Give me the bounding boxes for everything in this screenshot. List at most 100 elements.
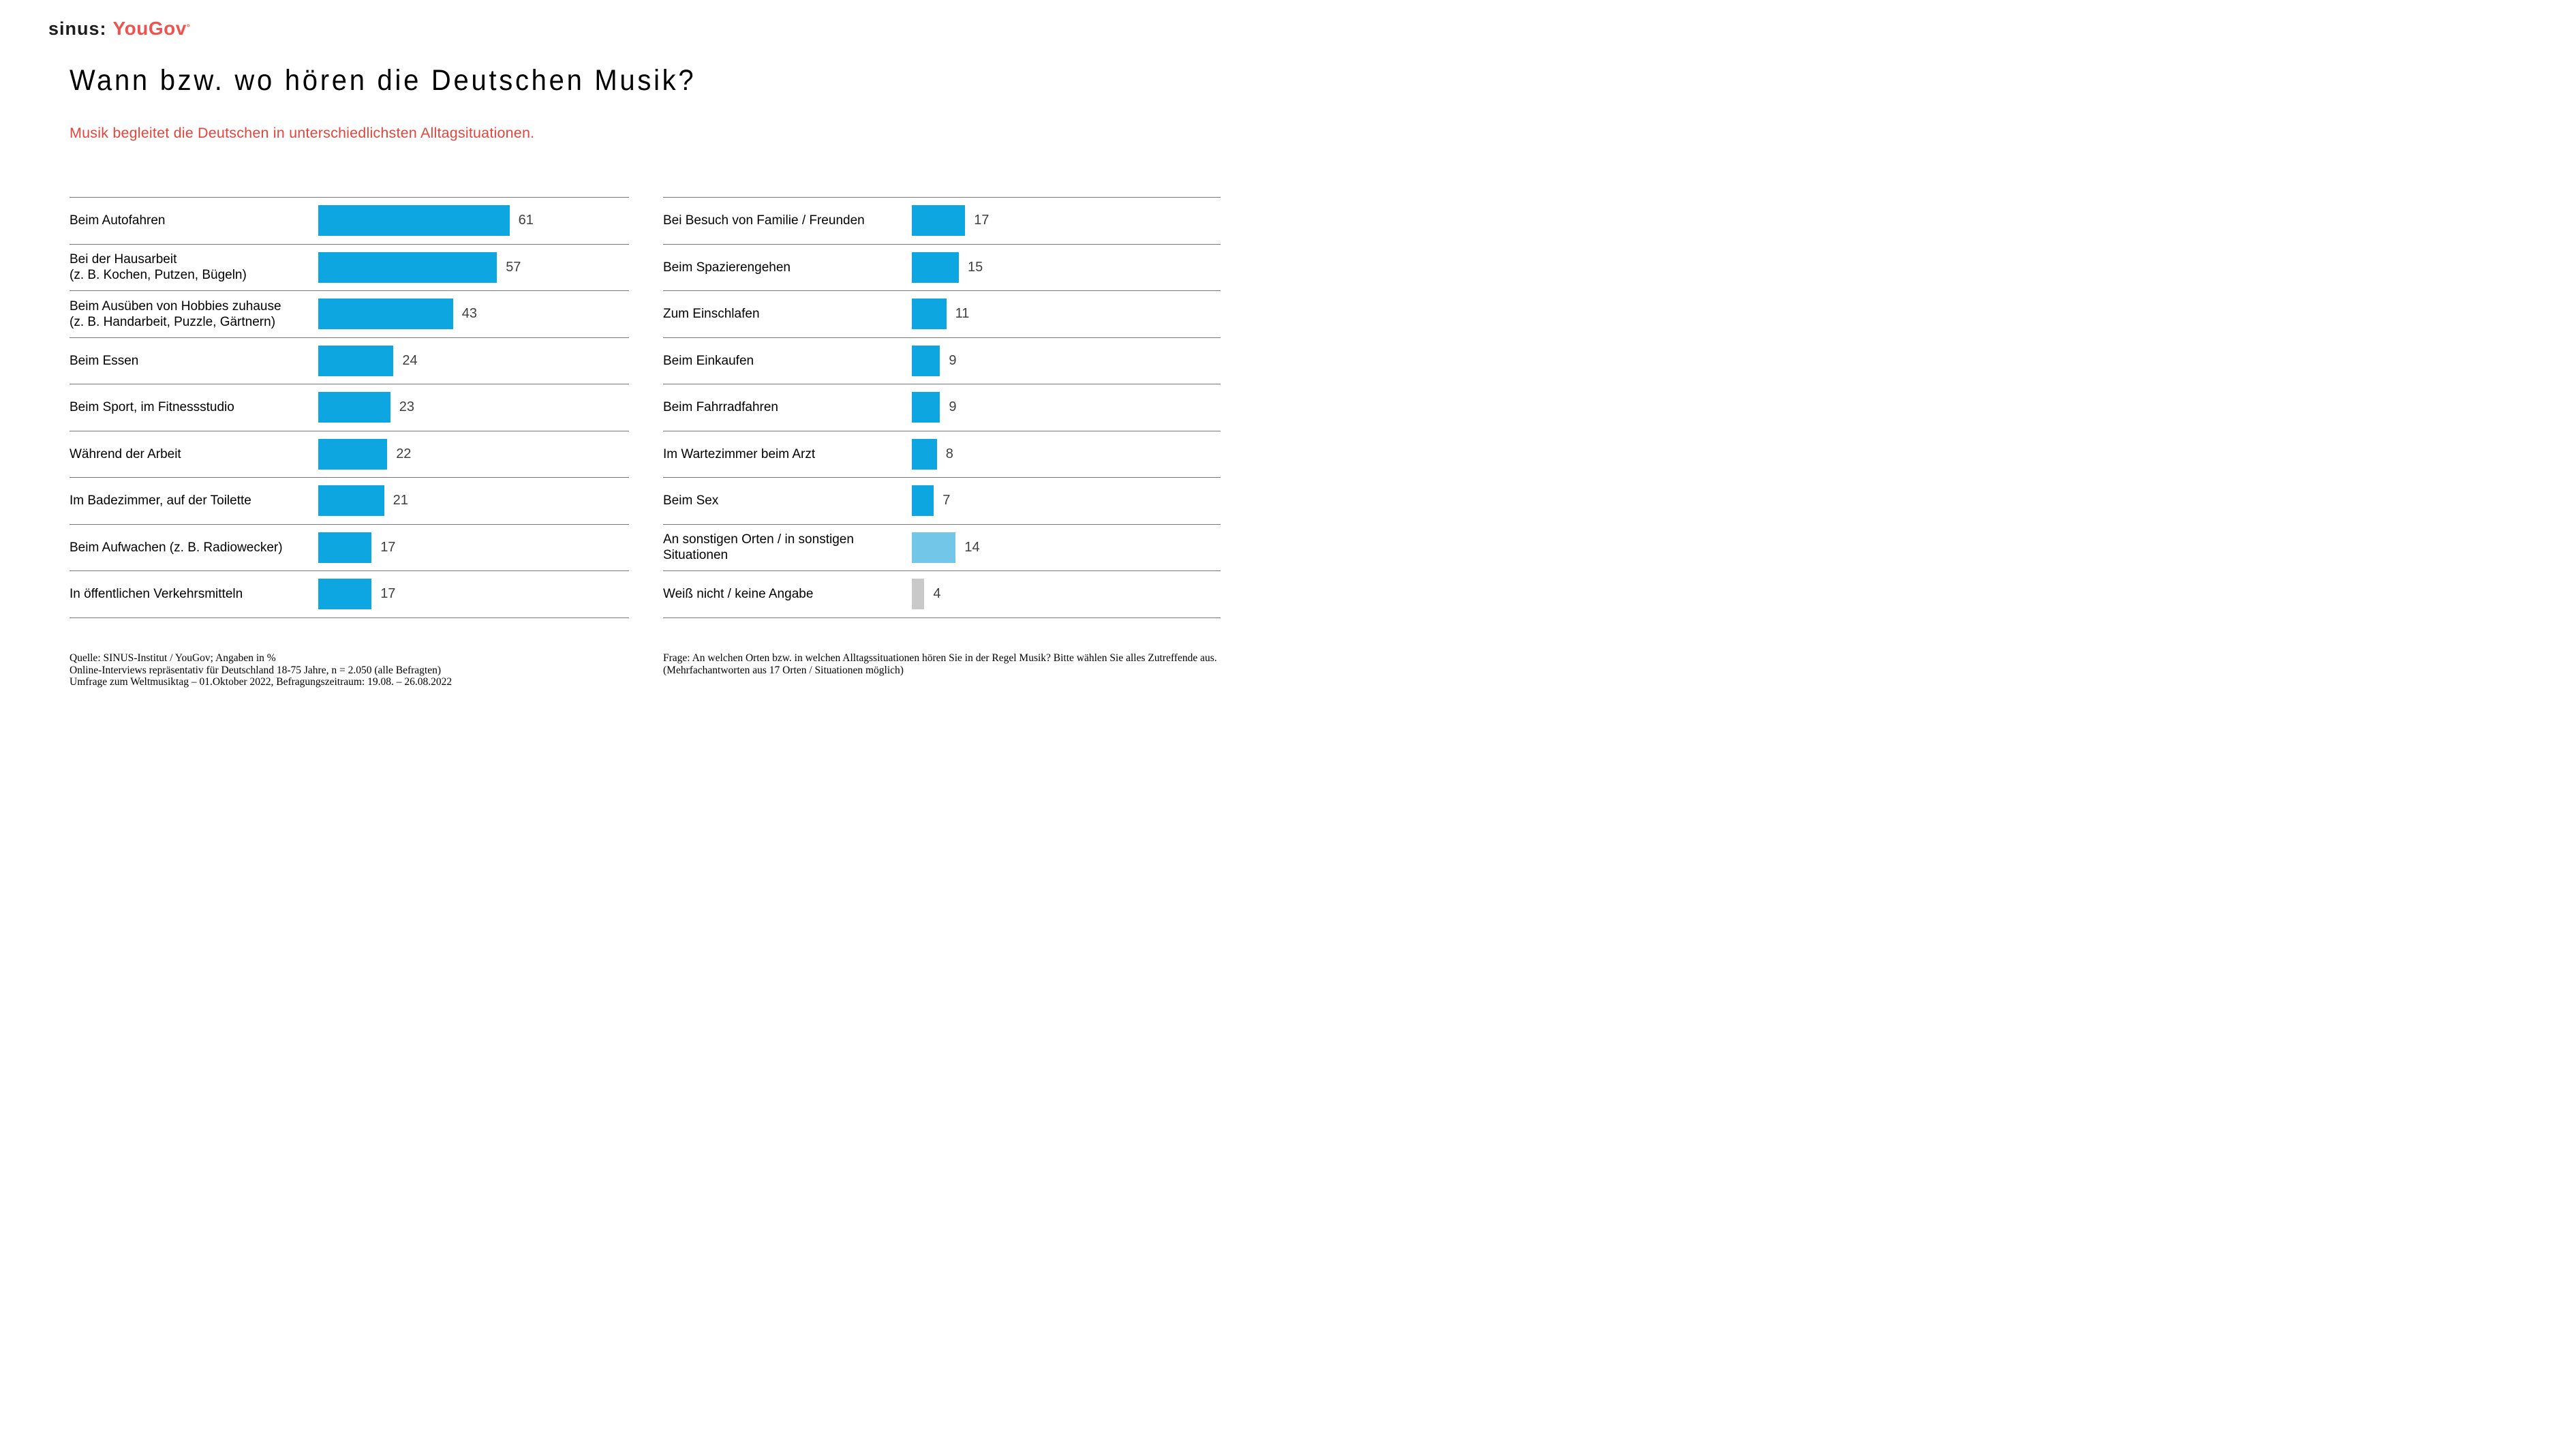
table-row: Beim Spazierengehen 15 [663, 243, 1221, 291]
bar-area: 9 [912, 384, 1221, 431]
value-label: 23 [399, 399, 415, 415]
table-row: Beim Aufwachen (z. B. Radiowecker) 17 [70, 523, 629, 571]
bar-area: 9 [912, 338, 1221, 384]
row-label: Bei Besuch von Familie / Freunden [663, 213, 865, 228]
source-line: Quelle: SINUS-Institut / YouGov; Angaben… [70, 652, 276, 664]
value-label: 11 [955, 306, 970, 322]
bar [912, 485, 934, 517]
bar [912, 579, 925, 610]
value-label: 57 [506, 259, 521, 275]
bar [318, 392, 390, 423]
logo: sinus: YouGov° [48, 18, 190, 40]
infographic-page: sinus: YouGov° Wann bzw. wo hören die Deu… [0, 0, 1288, 724]
bar-area: 61 [318, 198, 629, 244]
bar-area: 7 [912, 478, 1221, 524]
table-row: Im Badezimmer, auf der Toilette 21 [70, 477, 629, 524]
row-label: Beim Spazierengehen [663, 260, 791, 275]
bar-area: 21 [318, 478, 629, 524]
table-row: An sonstigen Orten / in sonstigen Situat… [663, 523, 1221, 571]
bar [912, 251, 959, 283]
row-label: Beim Fahrradfahren [663, 400, 778, 415]
row-label: Beim Sport, im Fitnessstudio [70, 400, 234, 415]
bar-area: 17 [318, 525, 629, 571]
question-note: Frage: An welchen Orten bzw. in welchen … [663, 652, 1217, 676]
source-line: Umfrage zum Weltmusiktag – 01.Oktober 20… [70, 676, 453, 688]
table-row: Beim Fahrradfahren 9 [663, 384, 1221, 431]
bar-area: 17 [912, 198, 1221, 244]
bar [318, 205, 510, 237]
page-subtitle: Musik begleitet die Deutschen in untersc… [70, 125, 535, 141]
row-label: Im Wartezimmer beim Arzt [663, 446, 816, 461]
bar [318, 485, 384, 517]
table-row: Während der Arbeit 22 [70, 430, 629, 478]
row-label: Im Badezimmer, auf der Toilette [70, 493, 251, 508]
value-label: 17 [380, 539, 396, 555]
bar-area: 43 [318, 291, 629, 337]
row-label: An sonstigen Orten / in sonstigen Situat… [663, 532, 854, 563]
yougov-logo: YouGov [112, 18, 187, 39]
bar [912, 438, 937, 470]
bar-area: 14 [912, 525, 1221, 571]
bar [912, 299, 947, 330]
bar [912, 532, 956, 563]
value-label: 43 [461, 306, 478, 322]
bar-area: 24 [318, 338, 629, 384]
table-row: Beim Sex 7 [663, 477, 1221, 524]
value-label: 22 [396, 446, 412, 461]
bar-area: 15 [912, 245, 1221, 291]
bar-area: 23 [318, 384, 629, 431]
row-label: Beim Essen [70, 353, 139, 368]
table-row: In öffentlichen Verkehrsmitteln 17 [70, 570, 629, 617]
table-row: Beim Einkaufen 9 [663, 337, 1221, 384]
registered-mark-icon: ° [186, 22, 190, 33]
row-label: Während der Arbeit [70, 446, 181, 461]
bar [318, 345, 394, 376]
sinus-logo: sinus: [48, 18, 107, 39]
value-label: 7 [942, 493, 951, 508]
bar-area: 4 [912, 571, 1221, 617]
bar [318, 579, 372, 610]
bar [912, 392, 940, 423]
row-label: Beim Ausüben von Hobbies zuhause (z. B. … [70, 299, 281, 329]
table-row: Beim Autofahren 61 [70, 197, 629, 244]
value-label: 14 [964, 539, 980, 555]
value-label: 9 [949, 352, 957, 368]
row-label: Beim Einkaufen [663, 353, 754, 368]
row-label: Zum Einschlafen [663, 307, 760, 322]
value-label: 15 [968, 259, 983, 275]
value-label: 8 [945, 446, 953, 461]
row-label: Bei der Hausarbeit (z. B. Kochen, Putzen… [70, 252, 247, 283]
row-label: Weiß nicht / keine Angabe [663, 587, 814, 602]
value-label: 21 [393, 493, 408, 508]
source-line: Online-Interviews repräsentativ für Deut… [70, 664, 442, 676]
row-label: Beim Autofahren [70, 213, 166, 228]
table-row: Weiß nicht / keine Angabe 4 [663, 570, 1221, 617]
bar [318, 251, 497, 283]
bar-area: 11 [912, 291, 1221, 337]
table-row: Beim Ausüben von Hobbies zuhause (z. B. … [70, 290, 629, 337]
page-title: Wann bzw. wo hören die Deutschen Musik? [70, 64, 696, 97]
row-label: Beim Sex [663, 493, 719, 508]
bar-area: 17 [318, 571, 629, 617]
bar [912, 345, 940, 376]
value-label: 4 [933, 586, 941, 602]
value-label: 61 [518, 213, 534, 228]
bar [912, 205, 966, 237]
left-bar-table: Beim Autofahren 61 Bei der Hausarbeit (z. … [70, 197, 629, 618]
value-label: 9 [949, 399, 957, 415]
bar [318, 299, 453, 330]
sinus-colon: : [99, 18, 107, 39]
bar [318, 532, 372, 563]
table-row: Zum Einschlafen 11 [663, 290, 1221, 337]
sinus-wordmark: sinus [48, 18, 100, 39]
bar-area: 8 [912, 431, 1221, 478]
right-bar-table: Bei Besuch von Familie / Freunden 17 Beim … [663, 197, 1221, 618]
row-label: In öffentlichen Verkehrsmitteln [70, 587, 243, 602]
value-label: 17 [380, 586, 396, 602]
table-row: Bei der Hausarbeit (z. B. Kochen, Putzen… [70, 243, 629, 291]
bar-area: 22 [318, 431, 629, 478]
table-row: Beim Essen 24 [70, 337, 629, 384]
source-note: Quelle: SINUS-Institut / YouGov; Angaben… [70, 652, 567, 688]
table-row: Bei Besuch von Familie / Freunden 17 [663, 197, 1221, 244]
table-row: Beim Sport, im Fitnessstudio 23 [70, 384, 629, 431]
